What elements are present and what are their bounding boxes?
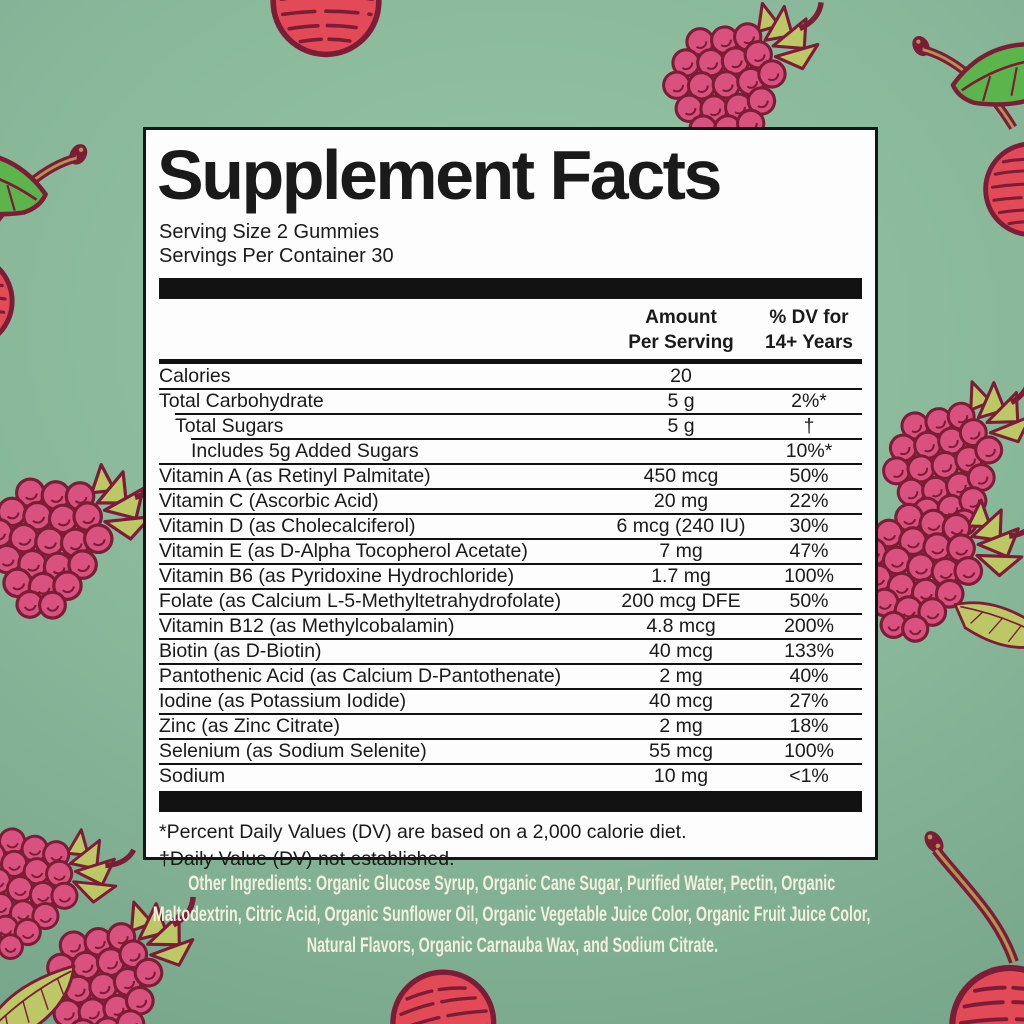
nutrient-amount: 55 mcg bbox=[649, 740, 713, 763]
nutrient-name: Vitamin C (Ascorbic Acid) bbox=[159, 490, 379, 513]
table-row: Total Sugars 5 g † bbox=[159, 413, 862, 439]
nutrient-daily-value: 27% bbox=[789, 690, 829, 713]
table-row: Vitamin D (as Cholecalciferol) 6 mcg (24… bbox=[159, 513, 862, 539]
nutrient-amount: 5 g bbox=[667, 390, 695, 413]
nutrient-daily-value: 50% bbox=[789, 465, 829, 488]
table-row: Includes 5g Added Sugars 10%* bbox=[159, 438, 862, 464]
nutrient-daily-value: 18% bbox=[789, 715, 829, 738]
nutrient-name: Sodium bbox=[159, 765, 226, 788]
cherry-illustration-top-right bbox=[898, 30, 1024, 243]
table-row: Calories 20 bbox=[159, 364, 862, 389]
supplement-facts-panel: Supplement Facts Serving Size 2 Gummies … bbox=[143, 127, 878, 870]
table-row: Vitamin A (as Retinyl Palmitate) 450 mcg… bbox=[159, 463, 862, 489]
table-row: Selenium (as Sodium Selenite) 55 mcg 100… bbox=[159, 738, 862, 764]
nutrient-amount: 6 mcg (240 IU) bbox=[616, 515, 746, 538]
nutrient-daily-value: 30% bbox=[789, 515, 829, 538]
table-row: Pantothenic Acid (as Calcium D-Pantothen… bbox=[159, 663, 862, 689]
nutrient-amount: 200 mcg DFE bbox=[621, 590, 741, 613]
serving-size: Serving Size 2 Gummies bbox=[159, 221, 380, 243]
cherry-illustration-top-left bbox=[262, 0, 390, 64]
table-row: Folate (as Calcium L-5-Methyltetrahydrof… bbox=[159, 588, 862, 614]
ingredients-line: Other Ingredients: Organic Glucose Syrup… bbox=[188, 872, 836, 895]
table-row: Zinc (as Zinc Citrate) 2 mg 18% bbox=[159, 713, 862, 739]
nutrient-amount: 40 mcg bbox=[649, 640, 713, 663]
table-row: Iodine (as Potassium Iodide) 40 mcg 27% bbox=[159, 688, 862, 714]
nutrient-daily-value: <1% bbox=[789, 765, 829, 788]
nutrient-name: Includes 5g Added Sugars bbox=[191, 440, 419, 463]
column-header-amount: Amount Per Serving bbox=[628, 306, 734, 354]
nutrient-name: Selenium (as Sodium Selenite) bbox=[159, 740, 427, 763]
nutrient-amount: 1.7 mg bbox=[651, 565, 711, 588]
nutrient-daily-value: † bbox=[803, 415, 815, 438]
nutrient-daily-value: 50% bbox=[789, 590, 829, 613]
nutrient-amount: 4.8 mcg bbox=[646, 615, 716, 638]
nutrient-amount: 5 g bbox=[667, 415, 695, 438]
table-row: Biotin (as D-Biotin) 40 mcg 133% bbox=[159, 638, 862, 664]
nutrient-name: Vitamin D (as Cholecalciferol) bbox=[159, 515, 416, 538]
footnotes: *Percent Daily Values (DV) are based on … bbox=[159, 819, 862, 873]
nutrient-daily-value: 100% bbox=[784, 740, 834, 763]
servings-per-container: Servings Per Container 30 bbox=[159, 245, 394, 268]
nutrient-daily-value: 40% bbox=[789, 665, 829, 688]
divider-bar-bottom bbox=[159, 791, 862, 813]
nutrient-name: Vitamin B12 (as Methylcobalamin) bbox=[159, 615, 455, 638]
nutrient-name: Calories bbox=[159, 365, 231, 388]
nutrient-name: Zinc (as Zinc Citrate) bbox=[159, 715, 340, 738]
raspberry-illustration-left bbox=[0, 449, 166, 640]
nutrient-name: Folate (as Calcium L-5-Methyltetrahydrof… bbox=[159, 590, 562, 613]
nutrient-name: Vitamin B6 (as Pyridoxine Hydrochloride) bbox=[159, 565, 515, 588]
nutrient-name: Pantothenic Acid (as Calcium D-Pantothen… bbox=[159, 665, 562, 688]
nutrient-daily-value: 47% bbox=[789, 540, 829, 563]
nutrient-daily-value: 133% bbox=[784, 640, 834, 663]
nutrient-amount: 2 mg bbox=[659, 665, 703, 688]
nutrient-amount: 7 mg bbox=[659, 540, 703, 563]
nutrient-table: Calories 20 Total Carbohydrate 5 g 2%* T… bbox=[159, 364, 862, 789]
column-header-dv: % DV for 14+ Years bbox=[765, 306, 853, 354]
table-row: Vitamin B6 (as Pyridoxine Hydrochloride)… bbox=[159, 563, 862, 589]
nutrient-amount: 40 mcg bbox=[649, 690, 713, 713]
table-row: Vitamin B12 (as Methylcobalamin) 4.8 mcg… bbox=[159, 613, 862, 639]
table-row: Total Carbohydrate 5 g 2%* bbox=[159, 388, 862, 414]
nutrient-amount: 20 bbox=[670, 365, 692, 388]
column-headers: Amount Per Serving % DV for 14+ Years bbox=[159, 299, 862, 365]
other-ingredients-text: Other Ingredients: Organic Glucose Syrup… bbox=[0, 869, 1024, 962]
nutrient-name: Vitamin E (as D-Alpha Tocopherol Acetate… bbox=[159, 540, 528, 563]
nutrient-daily-value: 200% bbox=[784, 615, 834, 638]
panel-title: Supplement Facts bbox=[157, 136, 722, 214]
nutrient-amount: 10 mg bbox=[653, 765, 709, 788]
cherry-illustration-left bbox=[0, 138, 102, 356]
nutrient-daily-value: 10%* bbox=[785, 440, 833, 463]
table-row: Vitamin C (Ascorbic Acid) 20 mg 22% bbox=[159, 488, 862, 514]
nutrient-daily-value: 100% bbox=[784, 565, 834, 588]
footnote-line: †Daily Value (DV) not established. bbox=[159, 847, 455, 870]
nutrient-amount: 2 mg bbox=[659, 715, 703, 738]
nutrient-name: Total Sugars bbox=[175, 415, 284, 438]
table-row: Vitamin E (as D-Alpha Tocopherol Acetate… bbox=[159, 538, 862, 564]
nutrient-name: Vitamin A (as Retinyl Palmitate) bbox=[159, 465, 431, 488]
nutrient-name: Total Carbohydrate bbox=[159, 390, 324, 413]
nutrient-daily-value: 2%* bbox=[791, 390, 827, 413]
ingredients-line: Natural Flavors, Organic Carnauba Wax, a… bbox=[306, 933, 718, 957]
nutrient-amount: 450 mcg bbox=[643, 465, 719, 488]
nutrient-name: Iodine (as Potassium Iodide) bbox=[159, 690, 407, 713]
nutrient-name: Biotin (as D-Biotin) bbox=[159, 640, 322, 663]
nutrient-daily-value: 22% bbox=[789, 490, 829, 513]
nutrient-amount: 20 mg bbox=[653, 490, 709, 513]
divider-bar-top bbox=[159, 277, 862, 299]
ingredients-line: Maltodextrin, Citric Acid, Organic Sunfl… bbox=[153, 902, 871, 926]
footnote-line: *Percent Daily Values (DV) are based on … bbox=[159, 821, 687, 844]
table-row: Sodium 10 mg <1% bbox=[159, 763, 862, 789]
